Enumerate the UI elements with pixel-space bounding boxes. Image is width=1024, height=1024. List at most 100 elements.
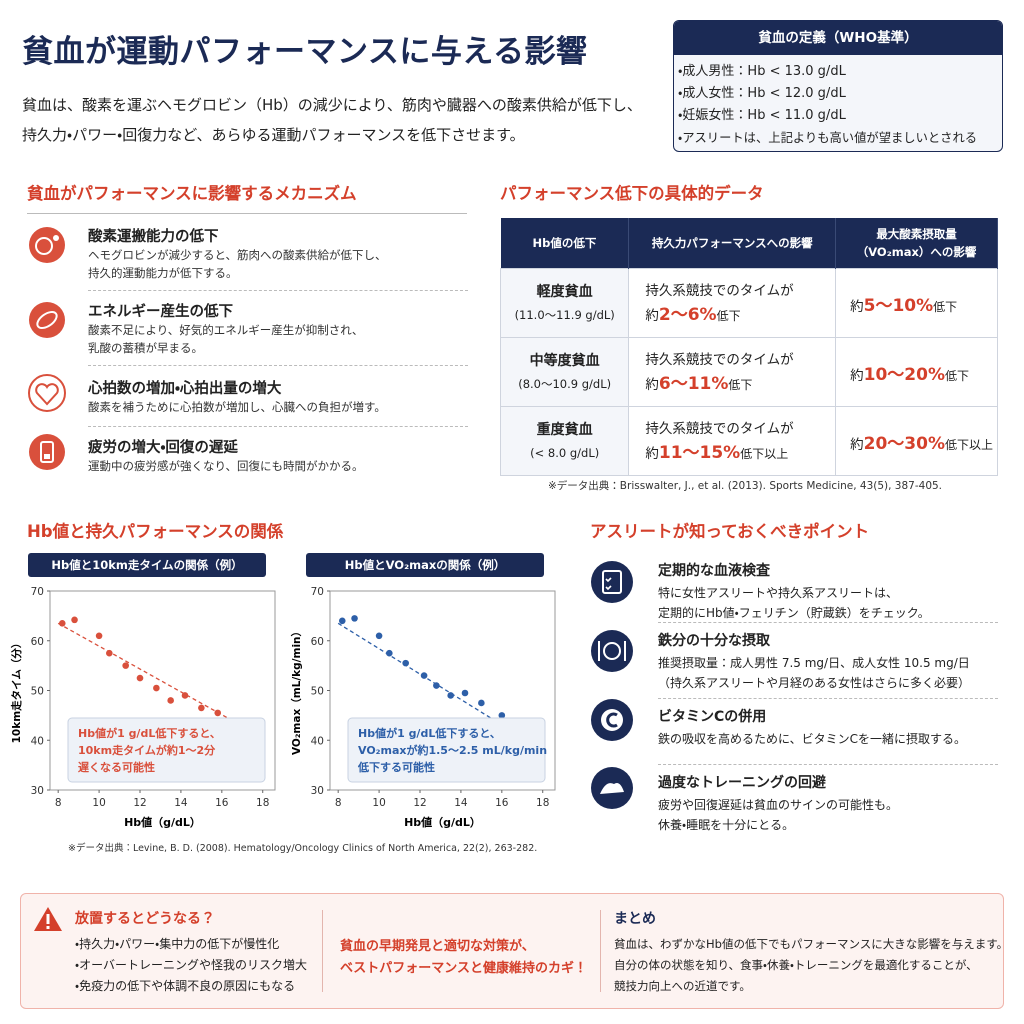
y-tick-label: 60 <box>311 636 324 648</box>
data-point <box>136 674 144 682</box>
point-text: 推奨摂取量：成人男性 7.5 mg/日、成人女性 10.5 mg/日 <box>658 656 970 670</box>
icon <box>29 434 65 470</box>
y-tick-label: 60 <box>31 636 44 648</box>
warning-list: ・持久力・パワー・集中力の低下が慢性化 ・オーバートレーニングや怪我のリスク増大… <box>75 934 307 997</box>
page-title: 貧血が運動パフォーマンスに与える影響 <box>22 34 588 70</box>
item-title: 疲労の増大・回復の遅延 <box>88 440 238 456</box>
warning-icon <box>34 907 62 931</box>
source: ※データ出典：Brisswalter, J., et al. (2013). S… <box>548 480 943 492</box>
section-heading: パフォーマンス低下の具体的データ <box>500 184 764 203</box>
data-point <box>153 684 160 692</box>
x-axis-label: Hb値（g/dL） <box>404 815 481 829</box>
cell-text: 低下 <box>945 368 970 383</box>
who-item: 成人女性：Hb < 12.0 g/dL <box>682 83 1002 105</box>
chart-title: Hb値とVO₂maxの関係（例） <box>345 558 506 572</box>
cell-text: 持久系競技でのタイムが <box>645 282 794 299</box>
header-text: 最大酸素摂取量 <box>876 227 957 241</box>
point-title: 過度なトレーニングの回避 <box>658 775 826 791</box>
data-point <box>122 662 129 669</box>
x-tick-label: 14 <box>454 797 468 809</box>
divider <box>658 698 998 699</box>
point-item: 鉄分の十分な摂取 推奨摂取量：成人男性 7.5 mg/日、成人女性 10.5 mg… <box>658 630 1003 693</box>
cell: 約10～20%低下 <box>835 337 998 407</box>
cell-text: 持久系競技でのタイムが <box>645 351 794 368</box>
header-cell: 最大酸素摂取量 （VO₂max）への影響 <box>835 218 998 269</box>
header-text: Hb値の低下 <box>532 236 597 250</box>
point-item: 定期的な血液検査 特に女性アスリートや持久系アスリートは、 定期的にHb値・フェリチ… <box>658 560 1003 623</box>
table-row: 軽度貧血 (11.0～11.9 g/dL) 持久系競技でのタイムが 約2～6%低下 約5… <box>499 268 998 338</box>
cell-text: 低下以上 <box>740 446 789 461</box>
who-title: 貧血の定義（WHO基準） <box>674 21 1002 55</box>
item-text: 持久的運動能力が低下する。 <box>88 266 238 280</box>
x-tick-label: 12 <box>133 797 146 809</box>
annotation-text: 10km走タイムが約1～2分 <box>78 743 216 757</box>
y-axis-label: VO₂max（mL/kg/min） <box>290 626 303 755</box>
divider <box>88 290 468 291</box>
highlight: 11～15% <box>658 442 741 463</box>
section-heading: アスリートが知っておくべきポイント <box>590 522 870 541</box>
cell: 中等度貧血 (8.0～10.9 g/dL) <box>499 337 630 407</box>
annotation-box <box>67 717 266 783</box>
x-tick-label: 16 <box>215 797 229 809</box>
cell-text: 低下 <box>933 299 958 314</box>
header-cell: 持久力パフォーマンスへの影響 <box>628 218 837 269</box>
point-item: ビタミンCの併用 鉄の吸収を高めるために、ビタミンCを一緒に摂取する。 <box>658 706 1003 749</box>
item-text: 乳酸の蓄積が早まる。 <box>88 341 203 355</box>
table-header: Hb値の低下 持久力パフォーマンスへの影響 最大酸素摂取量 （VO₂max）への影… <box>500 218 998 269</box>
data-point <box>181 692 189 699</box>
y-tick-label: 70 <box>31 586 44 598</box>
data-point <box>214 709 222 717</box>
section-heading: 貧血がパフォーマンスに影響するメカニズム <box>27 184 357 203</box>
cell-line: 約2～6%低下 <box>645 303 834 328</box>
data-point <box>338 617 346 625</box>
cell: 持久系競技でのタイムが 約6～11%低下 <box>628 337 837 407</box>
cell: 約20～30%低下以上 <box>835 406 998 476</box>
mechanism-item: エネルギー産生の低下 酸素不足により、好気的エネルギー産生が抑制され、 乳酸の蓄… <box>88 300 468 357</box>
icon <box>591 630 633 672</box>
chart-title-bg <box>28 553 266 577</box>
who-list: 成人男性：Hb < 13.0 g/dL 成人女性：Hb < 12.0 g/dL … <box>674 61 1002 149</box>
x-tick-label: 10 <box>372 797 385 809</box>
data-point <box>498 712 506 719</box>
cell-text: 約 <box>645 307 659 324</box>
who-item: 妊娠女性：Hb < 11.0 g/dL <box>682 105 1002 127</box>
data-point <box>198 704 205 712</box>
highlight: 5～10% <box>863 295 934 316</box>
data-point <box>402 659 409 667</box>
warning-text: 免疫力の低下や体調不良の原因にもなる <box>79 979 296 993</box>
item-text: 酸素を補うために心拍数が増加し、心臓への負担が増す。 <box>88 400 386 414</box>
divider <box>600 910 601 992</box>
summary-title: まとめ <box>614 911 656 927</box>
mechanism-item: 心拍数の増加・心拍出量の増大 酸素を補うために心拍数が増加し、心臓への負担が増す… <box>88 377 468 416</box>
mechanism-icons <box>28 227 66 470</box>
charts: Hb値と10km走タイムの関係（例） 30 40 50 60 70 8 10 12 14 16 18 H… <box>10 553 556 829</box>
point-item: 過度なトレーニングの回避 疲労や回復遅延は貧血のサインの可能性も。 休養・睡眠を十分… <box>658 772 1003 835</box>
y-tick-label: 30 <box>31 785 44 797</box>
icon <box>591 767 633 809</box>
x-tick-label: 12 <box>413 797 426 809</box>
cell-text: 約 <box>850 367 864 384</box>
chart-title: Hb値と10km走タイムの関係（例） <box>51 558 242 572</box>
item-text: 運動中の疲労感が強くなり、回復にも時間がかかる。 <box>88 459 364 473</box>
lead-text: 貧血は、酸素を運ぶヘモグロビン（Hb）の減少により、筋肉や臓器への酸素供給が低下… <box>22 96 642 144</box>
annotation-text: 遅くなる可能性 <box>78 760 155 774</box>
x-tick-label: 18 <box>256 797 269 809</box>
data-table: Hb値の低下 持久力パフォーマンスへの影響 最大酸素摂取量 （VO₂max）への影… <box>499 218 998 476</box>
header-text: 持久力パフォーマンスへの影響 <box>651 236 813 250</box>
cell-text: 約 <box>645 376 659 393</box>
mechanism-item: 疲労の増大・回復の遅延 運動中の疲労感が強くなり、回復にも時間がかかる。 <box>88 436 468 475</box>
table-body: 軽度貧血 (11.0～11.9 g/dL) 持久系競技でのタイムが 約2～6%低下 約5… <box>499 268 998 476</box>
cell-text: 低下 <box>716 308 741 323</box>
data-point <box>386 649 393 657</box>
cell-text: 低下以上 <box>945 437 994 452</box>
data-point <box>433 682 440 689</box>
icon <box>29 302 65 338</box>
point-title: 定期的な血液検査 <box>658 563 770 579</box>
data-point <box>351 615 358 622</box>
point-text: 休養・睡眠を十分にとる。 <box>658 818 795 832</box>
item-text: 酸素不足により、好気的エネルギー産生が抑制され、 <box>88 323 364 337</box>
x-tick-label: 16 <box>495 797 509 809</box>
row-range: (11.0～11.9 g/dL) <box>514 308 615 322</box>
item-text: ヘモグロビンが減少すると、筋肉への酸素供給が低下し、 <box>88 248 387 262</box>
data-point <box>447 692 454 699</box>
